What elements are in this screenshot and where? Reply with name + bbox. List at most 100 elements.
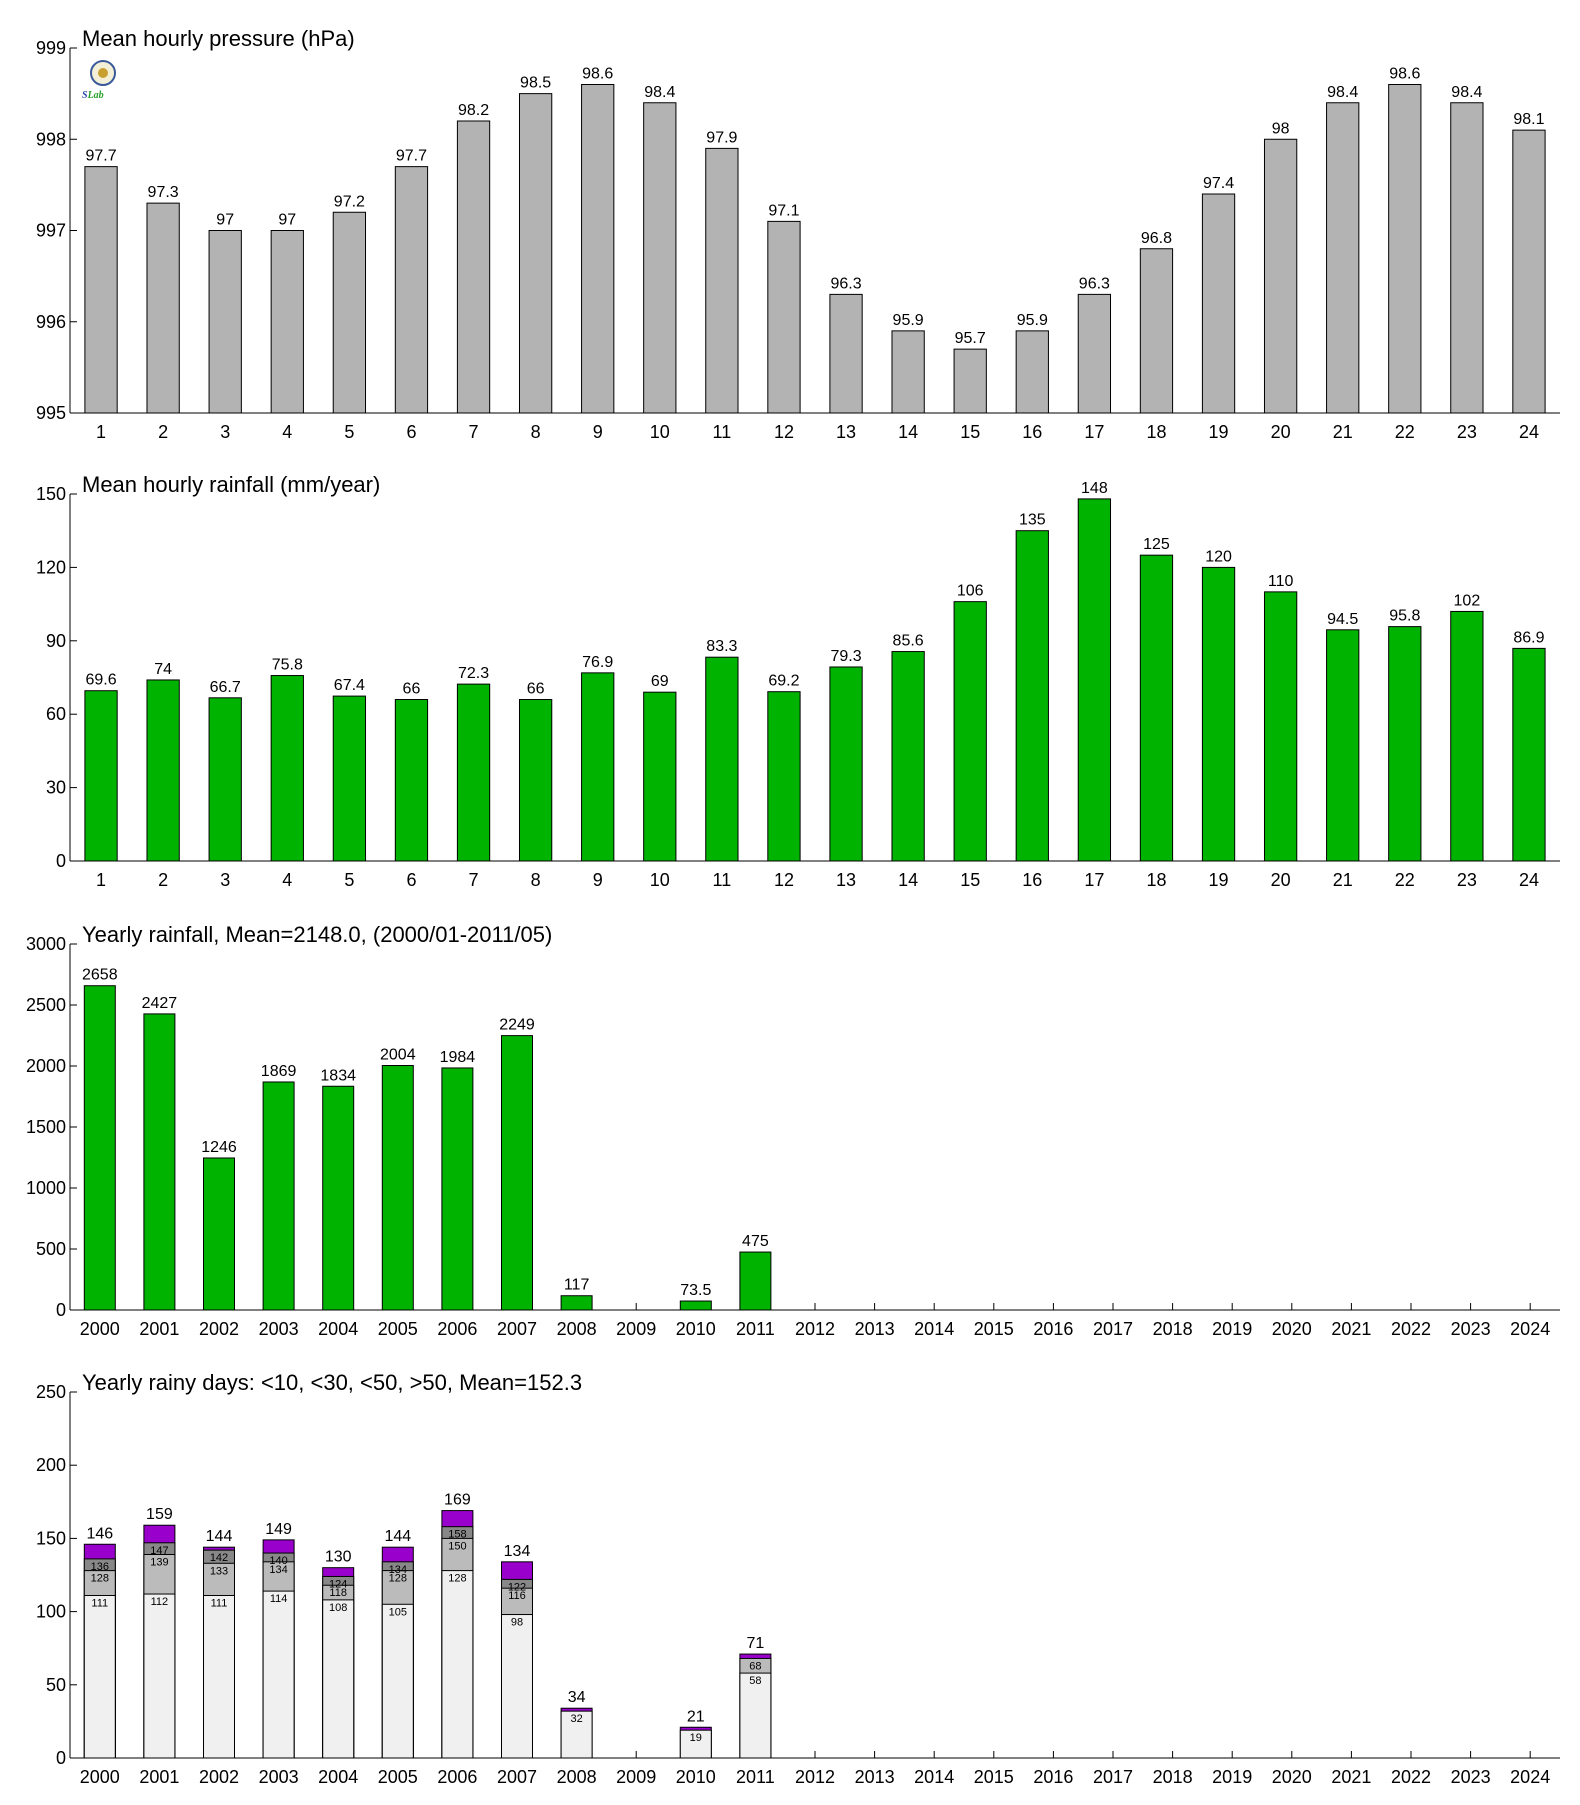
y-tick-label: 500 xyxy=(36,1239,66,1259)
x-tick-label: 2013 xyxy=(855,1319,895,1339)
x-tick-label: 5 xyxy=(344,870,354,890)
data-label: 97.1 xyxy=(768,202,799,219)
total-label: 144 xyxy=(384,1528,411,1545)
x-tick-label: 1 xyxy=(96,422,106,442)
chart-title: Yearly rainy days: <10, <30, <50, >50, M… xyxy=(82,1370,582,1395)
bar xyxy=(456,120,491,414)
x-tick-label: 2015 xyxy=(974,1319,1014,1339)
y-tick-label: 150 xyxy=(36,1528,66,1548)
data-label: 1869 xyxy=(261,1063,297,1080)
bar xyxy=(953,601,987,862)
data-label: 475 xyxy=(742,1233,769,1250)
x-tick-label: 24 xyxy=(1519,422,1539,442)
x-tick-label: 2019 xyxy=(1212,1767,1252,1787)
x-tick-label: 2012 xyxy=(795,1767,835,1787)
bar xyxy=(1388,626,1422,862)
segment-label-lt10: 111 xyxy=(211,1597,228,1609)
total-label: 34 xyxy=(568,1689,586,1706)
segment-label-lt30: 128 xyxy=(389,1573,407,1585)
bar xyxy=(456,683,491,862)
data-label: 69.6 xyxy=(85,672,116,689)
segment-label-lt50: 136 xyxy=(91,1561,109,1573)
bar-segment-lt10 xyxy=(203,1594,235,1759)
bar xyxy=(705,656,739,862)
data-label: 74 xyxy=(154,661,172,678)
bar xyxy=(1139,554,1174,862)
data-label: 95.9 xyxy=(893,312,924,329)
data-label: 148 xyxy=(1081,480,1108,497)
data-label: 95.7 xyxy=(955,330,986,347)
data-label: 72.3 xyxy=(458,665,489,682)
bar-segment-lt10 xyxy=(679,1729,712,1759)
bar xyxy=(560,1295,593,1311)
x-tick-label: 7 xyxy=(469,870,479,890)
bar xyxy=(829,666,863,862)
x-tick-label: 9 xyxy=(593,870,603,890)
x-tick-label: 3 xyxy=(220,870,230,890)
bar xyxy=(1450,102,1484,414)
x-tick-label: 23 xyxy=(1457,422,1477,442)
chart-title: Mean hourly pressure (hPa) xyxy=(82,26,355,51)
segment-label-lt50: 122 xyxy=(508,1581,526,1593)
y-tick-label: 995 xyxy=(36,403,66,423)
data-label: 1984 xyxy=(440,1049,476,1066)
x-tick-label: 2016 xyxy=(1033,1767,1073,1787)
bar xyxy=(208,230,242,414)
segment-label-lt30: 128 xyxy=(91,1573,109,1585)
x-tick-label: 2 xyxy=(158,422,168,442)
total-label: 159 xyxy=(146,1506,173,1523)
x-tick-label: 13 xyxy=(836,422,856,442)
y-tick-label: 200 xyxy=(36,1455,66,1475)
x-tick-label: 2021 xyxy=(1331,1767,1371,1787)
data-label: 69 xyxy=(651,673,669,690)
bar xyxy=(643,102,677,414)
data-label: 1834 xyxy=(320,1067,356,1084)
x-tick-label: 14 xyxy=(898,870,918,890)
bar xyxy=(1512,129,1546,414)
segment-label-lt50: 158 xyxy=(448,1529,466,1541)
x-tick-label: 6 xyxy=(406,870,416,890)
segment-label-lt50: 134 xyxy=(389,1564,407,1576)
bar xyxy=(270,675,304,862)
y-tick-label: 120 xyxy=(36,557,66,577)
data-label: 97.4 xyxy=(1203,175,1234,192)
data-label: 97 xyxy=(216,212,234,229)
x-tick-label: 2010 xyxy=(676,1319,716,1339)
y-tick-label: 2500 xyxy=(26,995,66,1015)
x-tick-label: 20 xyxy=(1271,870,1291,890)
data-label: 102 xyxy=(1454,592,1481,609)
bar xyxy=(1201,193,1236,414)
segment-label-lt10: 128 xyxy=(448,1573,466,1585)
x-tick-label: 2013 xyxy=(855,1767,895,1787)
x-tick-label: 12 xyxy=(774,870,794,890)
y-tick-label: 100 xyxy=(36,1602,66,1622)
total-label: 21 xyxy=(687,1708,705,1725)
x-tick-label: 15 xyxy=(960,870,980,890)
x-tick-label: 10 xyxy=(650,422,670,442)
x-tick-label: 9 xyxy=(593,422,603,442)
x-tick-label: 16 xyxy=(1022,422,1042,442)
segment-label-lt30: 68 xyxy=(749,1660,761,1672)
x-tick-label: 2014 xyxy=(914,1767,954,1787)
y-tick-label: 90 xyxy=(46,631,66,651)
segment-label-lt30: 133 xyxy=(210,1565,228,1577)
bar xyxy=(1201,566,1236,862)
data-label: 85.6 xyxy=(893,633,924,650)
bar xyxy=(1015,530,1049,862)
bar xyxy=(1263,138,1298,414)
x-tick-label: 8 xyxy=(531,870,541,890)
data-label: 97.9 xyxy=(706,129,737,146)
x-tick-label: 1 xyxy=(96,870,106,890)
bar xyxy=(679,1300,712,1311)
x-tick-label: 2008 xyxy=(557,1319,597,1339)
x-tick-label: 14 xyxy=(898,422,918,442)
data-label: 98.2 xyxy=(458,102,489,119)
x-tick-label: 22 xyxy=(1395,422,1415,442)
bar xyxy=(203,1157,235,1311)
x-tick-label: 19 xyxy=(1209,870,1229,890)
bar xyxy=(767,691,801,862)
bar xyxy=(1326,629,1360,862)
data-label: 98.6 xyxy=(1389,66,1420,83)
y-tick-label: 1000 xyxy=(26,1178,66,1198)
x-tick-label: 2015 xyxy=(974,1767,1014,1787)
